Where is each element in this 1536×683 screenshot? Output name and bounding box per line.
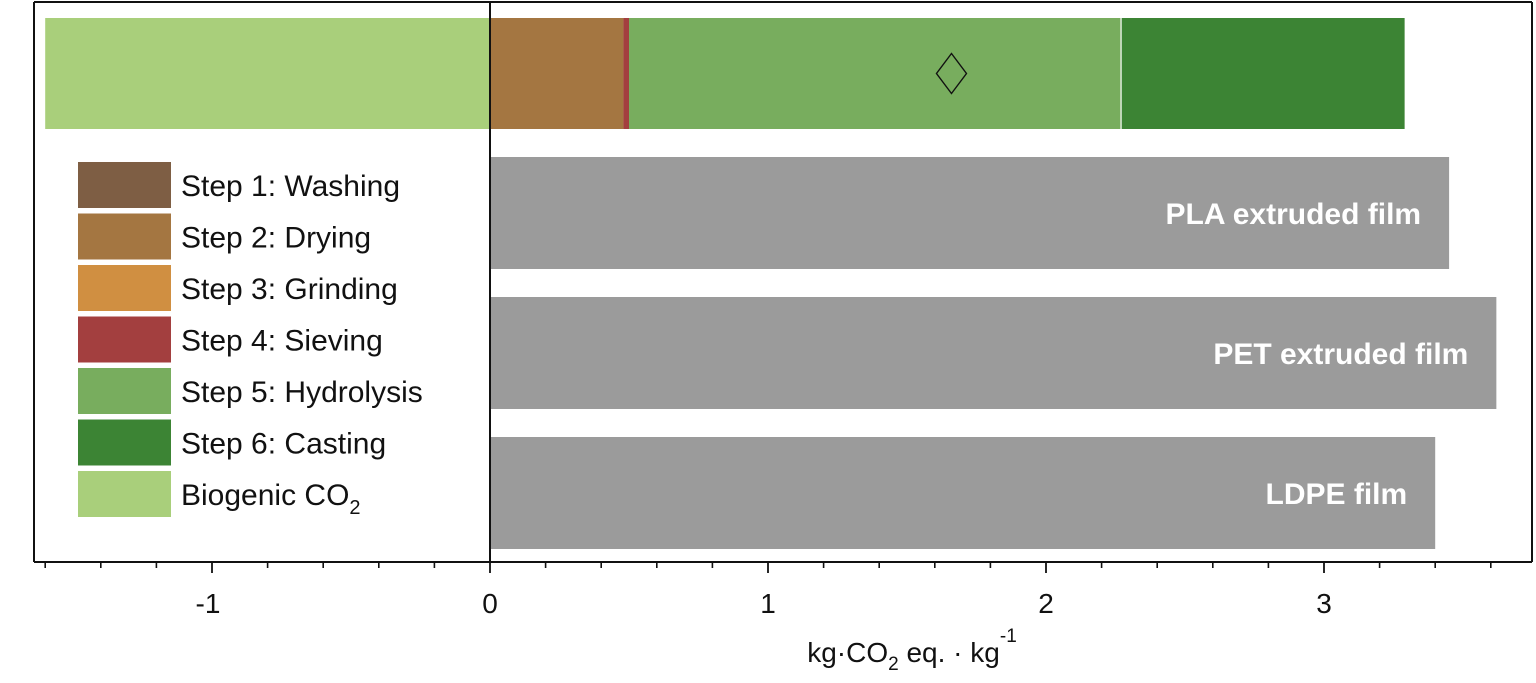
bars-layer: PLA extruded film PET extruded film LDPE f… [45,18,1497,549]
x-tick-label: -1 [196,588,221,619]
x-axis-title: kg·CO2 eq. · kg-1 [807,626,1017,675]
legend-label-step-4-sieving: Step 4: Sieving [181,325,383,358]
legend-swatch-step-2-drying [78,213,171,260]
bar-segment-biogenic-co2 [45,18,490,129]
x-tick-label: 2 [1038,588,1054,619]
legend-label-step-1-washing: Step 1: Washing [181,170,400,203]
bar-pet-extruded-film [490,297,1497,409]
bar-label-pla-extruded-film: PLA extruded film [1166,198,1422,231]
legend-swatch-step-5-hydrolysis [78,368,171,414]
bar-segment-step-2-drying [490,18,624,129]
legend-swatch-step-6-casting [78,419,171,466]
bar-segment-step-6-casting [1121,18,1405,129]
net-value-marker [935,52,968,95]
bar-segment-step-5-hydrolysis [629,18,1122,129]
axes: -1 0 1 2 3 kg·CO2 eq. · kg-1 [33,1,1533,675]
bar-segment-step-4-sieving [623,18,629,129]
x-tick-label: 3 [1316,588,1332,619]
legend-label-step-5-hydrolysis: Step 5: Hydrolysis [181,376,423,409]
x-tick-label: 1 [760,588,776,619]
legend: Step 1: Washing Step 2: Drying Step 3: Gri… [78,162,423,519]
legend-swatch-biogenic-co2 [78,471,171,517]
legend-label-step-2-drying: Step 2: Drying [181,222,371,255]
x-tick-label: 0 [482,588,498,619]
legend-label-step-3-grinding: Step 3: Grinding [181,273,398,306]
bar-label-pet-extruded-film: PET extruded film [1213,338,1468,371]
bar-label-ldpe-film: LDPE film [1266,478,1408,511]
bar-ldpe-film [490,437,1436,549]
legend-label-biogenic-co2: Biogenic CO2 [181,479,361,519]
legend-label-step-6-casting: Step 6: Casting [181,428,386,461]
legend-swatch-step-4-sieving [78,316,171,363]
bar-pla-extruded-film [490,157,1450,269]
legend-swatch-step-3-grinding [78,265,171,311]
legend-swatch-step-1-washing [78,162,171,208]
